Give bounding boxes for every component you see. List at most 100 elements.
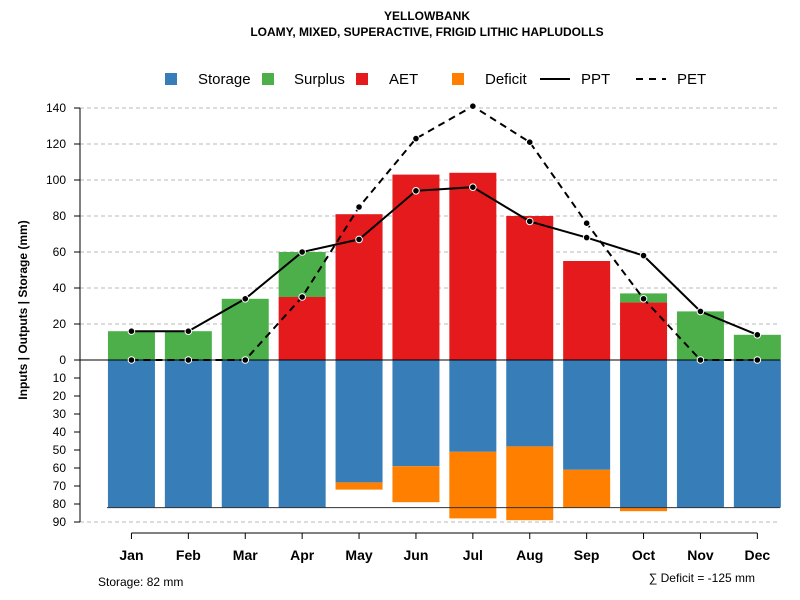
legend-label-surplus: Surplus <box>294 71 345 88</box>
deficit-note: ∑ Deficit = -125 mm <box>649 571 755 585</box>
x-tick-label-mar: Mar <box>233 547 258 563</box>
y-tick-label: 100 <box>46 173 66 187</box>
axes: 0 20 40 60 80 100 120 140 10 20 30 40 50 60 70 80 90 Jan F… <box>46 101 770 563</box>
legend-label-storage: Storage <box>198 71 251 88</box>
bar-surplus-apr <box>278 252 326 297</box>
bar-storage-apr <box>278 360 326 508</box>
y-tick-label: 20 <box>53 317 67 331</box>
y-tick-label: 70 <box>53 479 67 493</box>
bar-deficit-aug <box>506 446 554 521</box>
bar-surplus-feb <box>164 331 212 360</box>
y-tick-label: 20 <box>53 389 67 403</box>
point-pet-nov <box>696 356 705 364</box>
point-pet-jun <box>412 134 420 143</box>
bar-storage-jun <box>392 360 440 467</box>
point-pet-may <box>355 203 363 211</box>
bar-deficit-jun <box>392 466 440 503</box>
point-pet-sep <box>582 219 591 227</box>
legend: Storage Surplus AET Deficit PPT PET <box>165 71 706 88</box>
bar-aet-oct <box>620 302 668 360</box>
y-tick-label: 140 <box>46 101 66 115</box>
bar-storage-mar <box>221 360 269 508</box>
y-tick-label: 80 <box>53 497 67 511</box>
x-tick-label-apr: Apr <box>290 547 315 563</box>
bar-surplus-dec <box>733 334 781 360</box>
x-tick-label-oct: Oct <box>632 547 656 563</box>
point-pet-apr <box>298 293 306 301</box>
y-tick-label: 120 <box>46 137 66 151</box>
point-ppt-dec <box>753 331 762 339</box>
legend-label-ppt: PPT <box>581 71 610 88</box>
legend-label-pet: PET <box>677 71 706 88</box>
bar-storage-dec <box>733 360 781 508</box>
bar-storage-jan <box>107 360 155 508</box>
bar-surplus-jan <box>107 331 155 360</box>
point-ppt-apr <box>298 248 306 256</box>
bar-storage-may <box>335 360 383 483</box>
y-tick-label: 0 <box>59 353 66 367</box>
point-pet-mar <box>241 356 250 364</box>
y-tick-label: 60 <box>53 245 67 259</box>
x-tick-label-jul: Jul <box>463 547 483 563</box>
line-pet <box>131 105 758 361</box>
bars <box>107 172 781 521</box>
legend-label-aet: AET <box>389 71 418 88</box>
y-tick-label: 80 <box>53 209 67 223</box>
bar-aet-aug <box>506 216 554 360</box>
y-tick-label: 40 <box>53 425 67 439</box>
bar-storage-aug <box>506 360 554 447</box>
y-tick-label: 60 <box>53 461 67 475</box>
bar-surplus-nov <box>676 311 724 360</box>
storage-note: Storage: 82 mm <box>98 575 183 589</box>
x-tick-label-jan: Jan <box>119 547 143 563</box>
bar-deficit-jul <box>449 451 497 519</box>
chart-subtitle: LOAMY, MIXED, SUPERACTIVE, FRIGID LITHIC… <box>250 25 603 39</box>
point-pet-oct <box>639 295 648 303</box>
x-tick-label-nov: Nov <box>687 547 714 563</box>
point-ppt-mar <box>241 295 250 303</box>
y-tick-label: 50 <box>53 443 67 457</box>
point-ppt-jun <box>412 187 420 195</box>
bar-storage-feb <box>164 360 212 508</box>
point-pet-jan <box>127 356 136 364</box>
x-tick-label-sep: Sep <box>574 547 600 563</box>
y-tick-label: 90 <box>53 515 67 529</box>
bar-deficit-may <box>335 482 383 490</box>
x-tick-label-feb: Feb <box>176 547 201 563</box>
x-tick-label-may: May <box>345 547 372 563</box>
y-tick-label: 10 <box>53 371 67 385</box>
x-tick-label-jun: Jun <box>404 547 429 563</box>
y-tick-label: 30 <box>53 407 67 421</box>
point-ppt-feb <box>184 327 193 336</box>
y-tick-label: 40 <box>53 281 67 295</box>
point-ppt-jul <box>469 183 477 191</box>
point-ppt-aug <box>525 217 534 226</box>
legend-swatch-surplus <box>262 73 274 85</box>
bar-surplus-mar <box>221 298 269 360</box>
bar-storage-sep <box>563 360 611 470</box>
bar-aet-jul <box>449 172 497 360</box>
x-tick-label-aug: Aug <box>516 547 543 563</box>
point-ppt-may <box>355 235 363 244</box>
lines <box>80 102 780 509</box>
chart-title: YELLOWBANK <box>384 9 470 23</box>
bar-storage-jul <box>449 360 497 452</box>
y-axis-label: Inputs | Outputs | Storage (mm) <box>16 220 30 399</box>
point-pet-feb <box>184 356 193 364</box>
bar-storage-nov <box>676 360 724 508</box>
point-pet-jul <box>469 102 477 110</box>
line-ppt <box>131 186 758 336</box>
bar-storage-oct <box>620 360 668 508</box>
legend-swatch-storage <box>165 73 177 85</box>
point-ppt-nov <box>696 307 705 316</box>
bar-deficit-oct <box>620 507 668 512</box>
bar-aet-apr <box>278 297 326 360</box>
point-pet-dec <box>753 356 762 364</box>
point-ppt-sep <box>582 233 591 242</box>
bar-aet-sep <box>563 261 611 360</box>
x-tick-label-dec: Dec <box>745 547 771 563</box>
legend-label-deficit: Deficit <box>485 71 528 88</box>
point-ppt-jan <box>127 327 136 336</box>
bar-aet-jun <box>392 174 440 360</box>
